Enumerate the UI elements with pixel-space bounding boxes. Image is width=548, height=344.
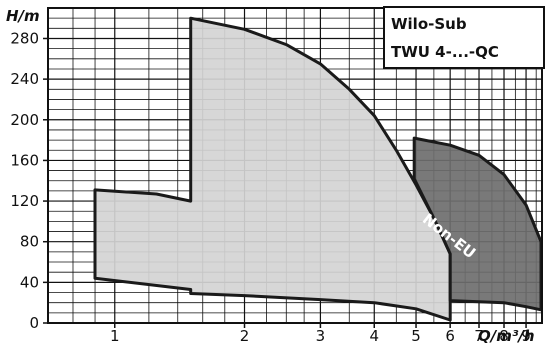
y-tick-label: 280 <box>10 29 39 47</box>
y-tick-labels: 0 40 80 120 160 200 240 280 <box>10 29 39 332</box>
x-tick-label: 8 <box>499 327 509 344</box>
x-axis-label: Q/m³/h <box>478 327 535 344</box>
y-axis-label: H/m <box>6 7 40 25</box>
y-tick-label: 160 <box>10 151 39 169</box>
x-tick-label: 5 <box>411 327 421 344</box>
y-tick-label: 80 <box>20 233 39 251</box>
x-tick-label: 1 <box>110 327 120 344</box>
x-tick-label: 9 <box>521 327 531 344</box>
x-tick-label: 7 <box>474 327 484 344</box>
y-tick-label: 120 <box>10 192 39 210</box>
x-tick-label: 4 <box>369 327 379 344</box>
region-non-eu <box>412 136 543 312</box>
plot-border <box>47 7 543 324</box>
x-tick-label: 6 <box>445 327 455 344</box>
chart-frame <box>43 7 543 328</box>
chart-regions <box>93 16 543 322</box>
y-tick-label: 200 <box>10 111 39 129</box>
y-tick-label: 240 <box>10 70 39 88</box>
x-tick-label: 2 <box>240 327 250 344</box>
x-tick-label: 3 <box>316 327 326 344</box>
title-box-frame <box>383 6 545 69</box>
title-line-2: TWU 4-...-QC <box>391 43 499 61</box>
title-box: Wilo-Sub TWU 4-...-QC <box>383 6 545 69</box>
title-line-1: Wilo-Sub <box>391 15 467 33</box>
y-tick-label: 0 <box>29 314 39 332</box>
y-tick-label: 40 <box>20 273 39 291</box>
